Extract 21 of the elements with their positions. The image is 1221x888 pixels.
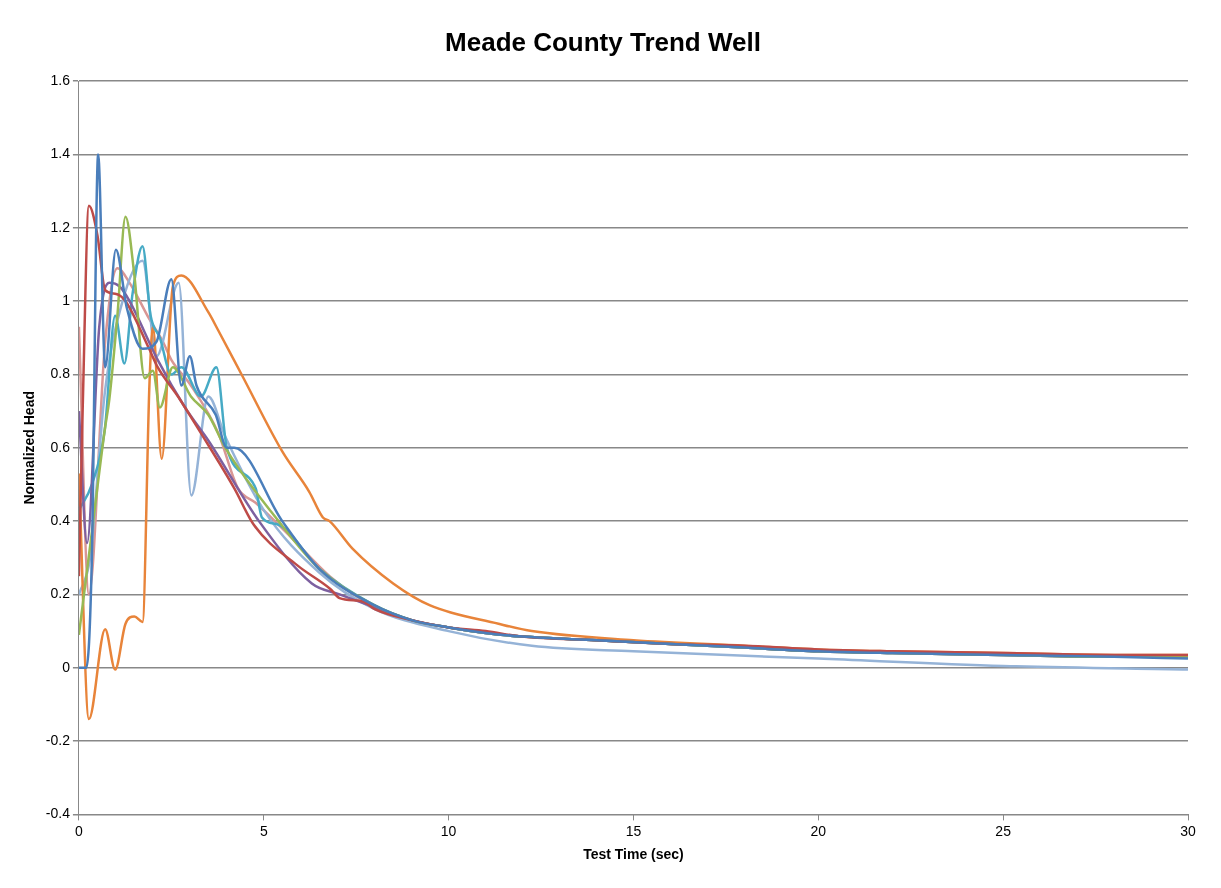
y-tick-label: -0.2 [45, 731, 71, 748]
y-tick-label: 0.4 [50, 511, 71, 528]
y-tick-label: 0.8 [50, 365, 71, 382]
x-tick-label: 25 [995, 822, 1012, 839]
x-tick-label: 5 [259, 822, 268, 839]
x-tick-label: 20 [810, 822, 827, 839]
chart-title: Meade County Trend Well [445, 26, 761, 57]
x-axis-title: Test Time (sec) [583, 846, 684, 863]
y-tick-label: 0 [62, 658, 71, 675]
x-tick-label: 10 [440, 822, 457, 839]
y-tick-label: -0.4 [45, 805, 71, 822]
y-axis-title: Normalized Head [21, 391, 38, 505]
y-tick-label: 1 [62, 292, 71, 309]
y-tick-label: 1.6 [50, 72, 71, 89]
x-tick-label: 0 [75, 822, 84, 839]
y-tick-label: 1.4 [50, 145, 71, 162]
x-tick-label: 15 [625, 822, 642, 839]
y-tick-label: 1.2 [50, 218, 71, 235]
y-tick-label: 0.6 [50, 438, 71, 455]
x-tick-label: 30 [1180, 822, 1196, 839]
y-tick-label: 0.2 [50, 585, 71, 602]
